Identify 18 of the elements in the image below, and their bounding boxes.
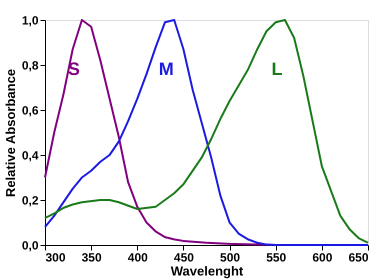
y-tick-label: 0,2 xyxy=(22,194,39,208)
x-tick-label: 500 xyxy=(220,250,240,264)
x-tick-label: 550 xyxy=(266,250,287,264)
y-tick-label: 0,4 xyxy=(22,148,39,162)
y-axis-title: Relative Absorbance xyxy=(2,68,18,198)
y-tick-label: 0,8 xyxy=(22,58,39,72)
series-label: L xyxy=(271,59,282,79)
x-axis-title: Wavelenght xyxy=(170,264,244,278)
x-tick-label: 300 xyxy=(46,250,66,264)
y-tick-label: 1,0 xyxy=(22,14,39,28)
x-tick-label: 650 xyxy=(348,250,369,264)
x-tick-label: 350 xyxy=(82,250,102,264)
x-tick-label: 600 xyxy=(312,250,333,264)
y-tick-label: 0,0 xyxy=(22,238,39,252)
x-tick-label: 450 xyxy=(174,250,194,264)
y-tick-label: 0,6 xyxy=(22,104,39,118)
x-tick-label: 400 xyxy=(128,250,148,264)
series-label: M xyxy=(158,59,174,79)
